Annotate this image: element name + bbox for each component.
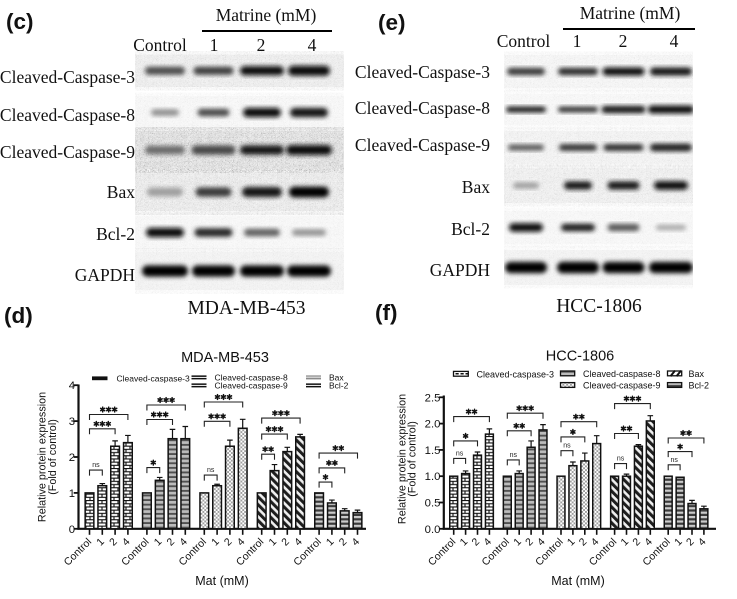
svg-text:4: 4 (350, 536, 363, 549)
svg-text:ns: ns (670, 457, 678, 464)
svg-text:Bcl-2: Bcl-2 (329, 380, 349, 390)
svg-text:2: 2 (577, 536, 590, 549)
svg-text:MDA-MB-453: MDA-MB-453 (181, 350, 269, 366)
svg-text:ns: ns (510, 452, 518, 459)
svg-text:1.0: 1.0 (425, 471, 441, 483)
svg-text:0: 0 (69, 524, 75, 536)
svg-text:Bcl-2: Bcl-2 (689, 381, 710, 391)
svg-text:2: 2 (337, 536, 350, 549)
svg-text:2: 2 (630, 536, 643, 549)
svg-text:Mat (mM): Mat (mM) (551, 574, 604, 588)
svg-text:Relative protein expression: Relative protein expression (397, 394, 409, 524)
svg-text:Cleaved-caspase-8: Cleaved-caspase-8 (215, 373, 289, 383)
svg-text:1: 1 (152, 536, 165, 549)
svg-text:4: 4 (696, 536, 709, 549)
svg-text:(Fold of control): (Fold of control) (47, 419, 59, 495)
svg-text:1: 1 (511, 536, 524, 549)
svg-text:1: 1 (324, 536, 337, 549)
svg-text:ns: ns (617, 456, 625, 463)
svg-text:ns: ns (456, 450, 464, 457)
svg-text:Control: Control (62, 536, 94, 568)
svg-text:Cleaved-caspase-3: Cleaved-caspase-3 (117, 373, 191, 383)
svg-text:2: 2 (107, 536, 120, 549)
svg-text:2: 2 (684, 536, 697, 549)
svg-text:2.5: 2.5 (425, 392, 441, 404)
svg-text:ns: ns (92, 462, 100, 469)
svg-text:2: 2 (470, 536, 483, 549)
svg-text:1: 1 (565, 536, 578, 549)
svg-text:Control: Control (426, 536, 458, 568)
svg-text:2.0: 2.0 (425, 419, 441, 431)
svg-text:1: 1 (672, 536, 685, 549)
svg-text:2: 2 (279, 536, 292, 549)
svg-text:0.5: 0.5 (425, 498, 441, 510)
svg-text:2: 2 (523, 536, 536, 549)
svg-text:Cleaved-caspase-9: Cleaved-caspase-9 (215, 380, 289, 390)
svg-text:4: 4 (292, 536, 305, 549)
svg-text:Relative protein expression: Relative protein expression (37, 392, 49, 522)
svg-text:Bax: Bax (689, 369, 705, 379)
svg-text:1: 1 (619, 536, 632, 549)
svg-text:1: 1 (267, 536, 280, 549)
svg-text:1: 1 (94, 536, 107, 549)
svg-text:Bax: Bax (329, 373, 344, 383)
svg-text:1: 1 (69, 488, 75, 500)
svg-text:4: 4 (177, 536, 190, 549)
svg-text:2: 2 (222, 536, 235, 549)
svg-text:Mat (mM): Mat (mM) (195, 574, 248, 588)
svg-text:(Fold of control): (Fold of control) (407, 421, 419, 497)
svg-text:0.0: 0.0 (425, 524, 441, 536)
svg-text:ns: ns (207, 467, 215, 474)
svg-text:4: 4 (69, 380, 75, 392)
svg-text:2: 2 (69, 452, 75, 464)
svg-text:ns: ns (563, 443, 571, 450)
svg-text:4: 4 (235, 536, 248, 549)
svg-text:2: 2 (165, 536, 178, 549)
svg-text:HCC-1806: HCC-1806 (546, 349, 615, 365)
svg-text:3: 3 (69, 416, 75, 428)
svg-text:1: 1 (458, 536, 471, 549)
svg-text:1: 1 (209, 536, 222, 549)
svg-text:Cleaved-caspase-8: Cleaved-caspase-8 (583, 369, 661, 379)
svg-text:Cleaved-caspase-9: Cleaved-caspase-9 (583, 381, 661, 391)
svg-text:Cleaved-caspase-3: Cleaved-caspase-3 (477, 369, 555, 379)
svg-text:1.5: 1.5 (425, 445, 441, 457)
svg-text:4: 4 (120, 536, 133, 549)
